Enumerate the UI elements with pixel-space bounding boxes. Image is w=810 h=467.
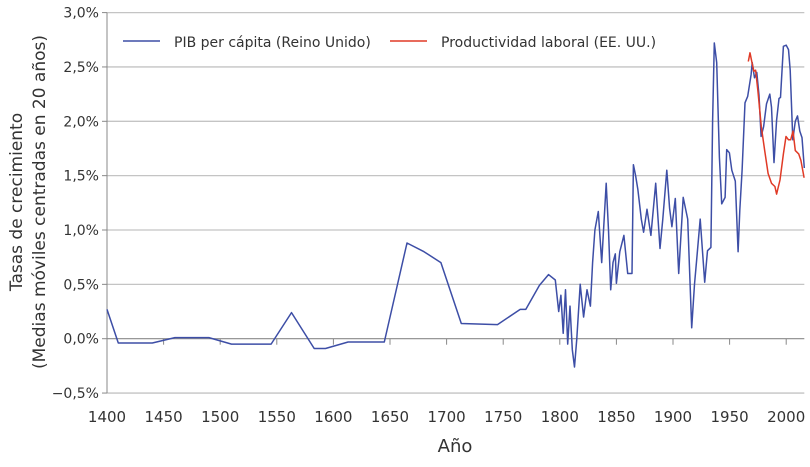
legend-label-productivity: Productividad laboral (EE. UU.) <box>441 35 656 51</box>
series-line-labor-productivity <box>747 52 805 195</box>
y-tick-label: 0,5% <box>63 277 99 293</box>
y-axis-title-line1: Tasas de crecimiento <box>7 113 27 292</box>
x-tick-label: 1800 <box>541 408 579 426</box>
x-tick-label: 1600 <box>314 408 352 426</box>
y-tick-labels: −0,5% 0,0% 0,5% 1,0% 1,5% 2,0% 2,5% 3,0% <box>52 6 99 402</box>
x-tick-label: 1650 <box>371 408 409 426</box>
series-lines <box>106 42 806 368</box>
x-tick-label: 1550 <box>258 408 296 426</box>
gridlines <box>107 11 805 394</box>
y-tick-label: 1,0% <box>63 223 99 239</box>
x-tick-label: 1900 <box>654 408 692 426</box>
y-tick-label: 1,5% <box>63 169 99 185</box>
legend: PIB per cápita (Reino Unido) Productivid… <box>123 35 656 51</box>
x-axis-title: Año <box>438 436 473 457</box>
y-tick-label: −0,5% <box>52 386 99 402</box>
x-tick-labels: 1400 1450 1500 1550 1600 1650 1700 1750 1800 1850… <box>88 408 805 426</box>
x-tick-label: 1950 <box>711 408 749 426</box>
x-tick-label: 1850 <box>597 408 635 426</box>
axes <box>102 12 787 394</box>
legend-label-gdp: PIB per cápita (Reino Unido) <box>174 35 371 51</box>
series-line-gdp-per-capita <box>106 42 806 368</box>
x-tick-label: 1500 <box>201 408 239 426</box>
y-axis-title: Tasas de crecimiento (Medias móviles cen… <box>7 35 50 369</box>
y-tick-label: 3,0% <box>63 6 99 22</box>
x-tick-label: 1700 <box>428 408 466 426</box>
y-tick-label: 2,0% <box>63 114 99 130</box>
y-axis-title-line2: (Medias móviles centradas en 20 años) <box>30 35 50 369</box>
x-tick-label: 2000 <box>767 408 805 426</box>
x-tick-label: 1750 <box>484 408 522 426</box>
x-tick-label: 1450 <box>145 408 183 426</box>
y-tick-label: 2,5% <box>63 60 99 76</box>
x-tick-label: 1400 <box>88 408 126 426</box>
y-tick-label: 0,0% <box>63 332 99 348</box>
